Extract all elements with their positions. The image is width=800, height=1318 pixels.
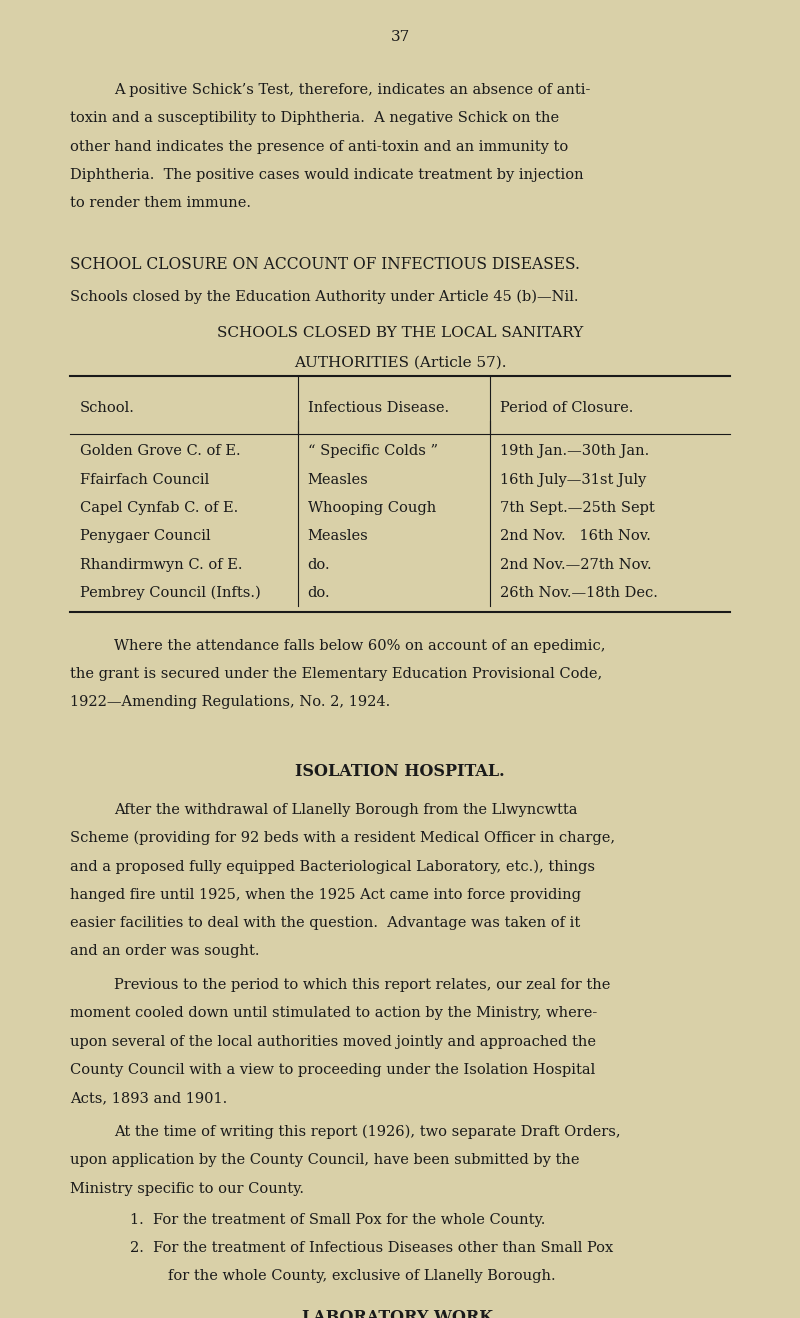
Text: to render them immune.: to render them immune.	[70, 196, 251, 211]
Text: SCHOOL CLOSURE ON ACCOUNT OF INFECTIOUS DISEASES.: SCHOOL CLOSURE ON ACCOUNT OF INFECTIOUS …	[70, 256, 580, 273]
Text: Diphtheria.  The positive cases would indicate treatment by injection: Diphtheria. The positive cases would ind…	[70, 167, 584, 182]
Text: moment cooled down until stimulated to action by the Ministry, where-: moment cooled down until stimulated to a…	[70, 1007, 598, 1020]
Text: Measles: Measles	[307, 472, 368, 486]
Text: toxin and a susceptibility to Diphtheria.  A negative Schick on the: toxin and a susceptibility to Diphtheria…	[70, 112, 559, 125]
Text: easier facilities to deal with the question.  Advantage was taken of it: easier facilities to deal with the quest…	[70, 916, 580, 931]
Text: AUTHORITIES (Article 57).: AUTHORITIES (Article 57).	[294, 355, 506, 369]
Text: Schools closed by the Education Authority under Article 45 (b)—Nil.: Schools closed by the Education Authorit…	[70, 289, 578, 303]
Text: Rhandirmwyn C. of E.: Rhandirmwyn C. of E.	[79, 558, 242, 572]
Text: Penygaer Council: Penygaer Council	[79, 529, 210, 543]
Text: At the time of writing this report (1926), two separate Draft Orders,: At the time of writing this report (1926…	[114, 1126, 621, 1139]
Text: the grant is secured under the Elementary Education Provisional Code,: the grant is secured under the Elementar…	[70, 667, 602, 681]
Text: Whooping Cough: Whooping Cough	[307, 501, 436, 515]
Text: After the withdrawal of Llanelly Borough from the Llwyncwtta: After the withdrawal of Llanelly Borough…	[114, 803, 578, 817]
Text: Pembrey Council (Infts.): Pembrey Council (Infts.)	[79, 585, 260, 600]
Text: Where the attendance falls below 60% on account of an epedimic,: Where the attendance falls below 60% on …	[114, 639, 606, 652]
Text: Capel Cynfab C. of E.: Capel Cynfab C. of E.	[79, 501, 238, 515]
Text: LABORATORY WORK.: LABORATORY WORK.	[302, 1309, 498, 1318]
Text: 37: 37	[390, 30, 410, 45]
Text: “ Specific Colds ”: “ Specific Colds ”	[307, 444, 438, 459]
Text: 2nd Nov.—27th Nov.: 2nd Nov.—27th Nov.	[499, 558, 651, 572]
Text: 2nd Nov.   16th Nov.: 2nd Nov. 16th Nov.	[499, 529, 650, 543]
Text: 7th Sept.—25th Sept: 7th Sept.—25th Sept	[499, 501, 654, 515]
Text: upon several of the local authorities moved jointly and approached the: upon several of the local authorities mo…	[70, 1035, 596, 1049]
Text: SCHOOLS CLOSED BY THE LOCAL SANITARY: SCHOOLS CLOSED BY THE LOCAL SANITARY	[217, 326, 583, 340]
Text: Measles: Measles	[307, 529, 368, 543]
Text: hanged fire until 1925, when the 1925 Act came into force providing: hanged fire until 1925, when the 1925 Ac…	[70, 888, 581, 902]
Text: upon application by the County Council, have been submitted by the: upon application by the County Council, …	[70, 1153, 579, 1168]
Text: Infectious Disease.: Infectious Disease.	[307, 401, 449, 415]
Text: Scheme (providing for 92 beds with a resident Medical Officer in charge,: Scheme (providing for 92 beds with a res…	[70, 832, 615, 845]
Text: and an order was sought.: and an order was sought.	[70, 945, 259, 958]
Text: 2.  For the treatment of Infectious Diseases other than Small Pox: 2. For the treatment of Infectious Disea…	[130, 1242, 614, 1255]
Text: A positive Schick’s Test, therefore, indicates an absence of anti-: A positive Schick’s Test, therefore, ind…	[114, 83, 590, 98]
Text: 16th July—31st July: 16th July—31st July	[499, 472, 646, 486]
Text: School.: School.	[79, 401, 134, 415]
Text: 26th Nov.—18th Dec.: 26th Nov.—18th Dec.	[499, 585, 658, 600]
Text: other hand indicates the presence of anti-toxin and an immunity to: other hand indicates the presence of ant…	[70, 140, 568, 154]
Text: Ffairfach Council: Ffairfach Council	[79, 472, 209, 486]
Text: 1.  For the treatment of Small Pox for the whole County.: 1. For the treatment of Small Pox for th…	[130, 1213, 546, 1227]
Text: ISOLATION HOSPITAL.: ISOLATION HOSPITAL.	[295, 763, 505, 780]
Text: and a proposed fully equipped Bacteriological Laboratory, etc.), things: and a proposed fully equipped Bacteriolo…	[70, 859, 595, 874]
Text: Previous to the period to which this report relates, our zeal for the: Previous to the period to which this rep…	[114, 978, 610, 992]
Text: Golden Grove C. of E.: Golden Grove C. of E.	[79, 444, 240, 459]
Text: 19th Jan.—30th Jan.: 19th Jan.—30th Jan.	[499, 444, 649, 459]
Text: Acts, 1893 and 1901.: Acts, 1893 and 1901.	[70, 1091, 227, 1106]
Text: Ministry specific to our County.: Ministry specific to our County.	[70, 1182, 304, 1195]
Text: County Council with a view to proceeding under the Isolation Hospital: County Council with a view to proceeding…	[70, 1064, 595, 1077]
Text: do.: do.	[307, 558, 330, 572]
Text: 1922—Amending Regulations, No. 2, 1924.: 1922—Amending Regulations, No. 2, 1924.	[70, 696, 390, 709]
Text: do.: do.	[307, 585, 330, 600]
Text: for the whole County, exclusive of Llanelly Borough.: for the whole County, exclusive of Llane…	[168, 1269, 556, 1284]
Text: Period of Closure.: Period of Closure.	[499, 401, 633, 415]
